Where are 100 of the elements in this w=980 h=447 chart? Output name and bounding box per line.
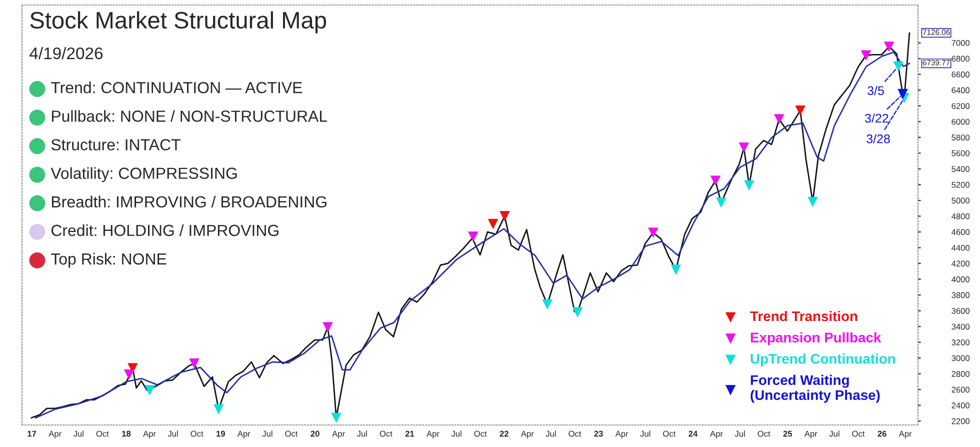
point [648, 228, 658, 238]
x-tick-label: 17 [28, 430, 36, 437]
y-tick-label: 7000 [952, 40, 970, 46]
y-tick-label: 3400 [952, 324, 970, 330]
x-tick-label: Apr [710, 430, 723, 438]
x-tick-label: Oct [663, 430, 676, 437]
x-tick-label: Apr [426, 430, 440, 438]
x-tick-label: 22 [500, 430, 508, 437]
point [738, 142, 750, 153]
x-tick-label: Jul [734, 430, 745, 437]
x-tick-label: 18 [122, 430, 131, 437]
point [795, 105, 806, 116]
y-tick-label: 3600 [952, 308, 970, 314]
x-tick-label: 26 [878, 430, 886, 437]
annotation: Structure: INTACT [51, 139, 180, 150]
y-tick-label: 5000 [952, 198, 970, 204]
x-tick-label: Jul [262, 430, 272, 437]
x-tick-label: 19 [216, 430, 225, 437]
point [670, 264, 682, 275]
x-tick-label: Apr [615, 430, 628, 438]
annotation: Credit: HOLDING / IMPROVING [51, 224, 278, 236]
y-tick-label: 5600 [952, 150, 970, 156]
y-tick-label: 2800 [952, 370, 970, 377]
y-tick-label: 2400 [952, 402, 970, 408]
point [860, 50, 872, 61]
x-tick-label: 20 [310, 430, 320, 437]
x-tick-label: Jul [829, 430, 840, 437]
x-tick-label: Oct [568, 430, 582, 437]
x-tick-label: Apr [332, 430, 345, 438]
x-tick-label: Oct [380, 430, 392, 437]
y-tick-label: 3000 [952, 355, 970, 362]
x-tick-label: Jul [640, 430, 650, 437]
x-tick-label: 25 [783, 430, 792, 437]
point [144, 385, 155, 396]
annotation: Breadth: IMPROVING / BROADENING [52, 196, 326, 208]
x-tick-label: 23 [594, 430, 603, 437]
point [884, 42, 894, 52]
point [893, 61, 904, 72]
annotation: 3/5 [868, 86, 884, 96]
point [710, 176, 721, 186]
y-tick-label: 6600 [952, 72, 970, 78]
point [500, 211, 510, 222]
y-tick-label: 5200 [952, 182, 970, 188]
x-tick-label: Jul [73, 430, 84, 437]
x-tick-label: Oct [852, 430, 865, 437]
x-tick-label: Oct [474, 430, 487, 437]
y-tick-label: 2600 [952, 386, 970, 393]
x-tick-label: Jul [168, 430, 178, 437]
annotation: Pullback: NONE / NON-STRUCTURAL [52, 110, 328, 122]
y-tick-label: 4200 [952, 260, 970, 267]
annotation: 3/22 [865, 113, 888, 123]
point [124, 369, 134, 380]
point [542, 299, 552, 310]
y-tick-label: 4000 [952, 276, 970, 282]
y-tick-label: 2200 [952, 418, 970, 424]
x-tick-label: Oct [758, 430, 770, 437]
x-tick-label: Apr [237, 430, 250, 438]
x-tick-label: 24 [688, 430, 698, 437]
x-tick-label: Apr [143, 430, 156, 438]
y-tick-label: 6000 [952, 118, 970, 125]
annotation: Top Risk: NONE [51, 252, 166, 268]
x-tick-label: 21 [405, 430, 414, 437]
point [468, 232, 478, 242]
x-tick-label: Jul [451, 430, 462, 437]
annotation: Volatility: COMPRESSING [50, 167, 237, 182]
legend-label: Forced Waiting (Uncertainty Phase) [750, 374, 880, 403]
y-tick-label: 6200 [952, 103, 970, 109]
point [322, 322, 333, 332]
point [213, 404, 224, 414]
y-tick-label: 5800 [952, 134, 970, 140]
x-tick-label: Jul [356, 430, 367, 437]
chart-title: Stock Market Structural Map [30, 11, 326, 34]
y-tick-label: 4400 [952, 244, 970, 251]
point [744, 180, 754, 191]
legend-label: Trend Transition [750, 310, 858, 322]
x-tick-label: Apr [898, 430, 912, 438]
annotation: 3/28 [866, 134, 890, 144]
text: 4/19/2026 [30, 47, 103, 60]
x-tick-label: Oct [96, 430, 109, 437]
legend-label: UpTrend Continuation [750, 354, 895, 366]
x-tick-label: Apr [804, 430, 818, 438]
x-tick-label: Apr [48, 430, 62, 438]
x-tick-label: Oct [190, 430, 204, 437]
point [572, 307, 583, 318]
annotation: Trend: CONTINUATION — ACTIVE [51, 82, 302, 94]
point [898, 88, 908, 100]
point [808, 196, 818, 208]
point [716, 198, 726, 208]
x-tick-label: Apr [520, 430, 534, 438]
point [774, 114, 784, 124]
y-tick-label: 4600 [952, 229, 970, 236]
x-tick-label: Jul [546, 430, 556, 437]
point [488, 218, 498, 230]
x-tick-label: Oct [285, 430, 298, 437]
point [331, 412, 342, 424]
y-tick-label: 6400 [952, 87, 970, 94]
y-tick-label: 3800 [952, 292, 970, 298]
y-tick-label: 5400 [952, 166, 970, 172]
y-tick-label: 3200 [952, 339, 970, 346]
y-tick-label: 4800 [952, 213, 970, 220]
